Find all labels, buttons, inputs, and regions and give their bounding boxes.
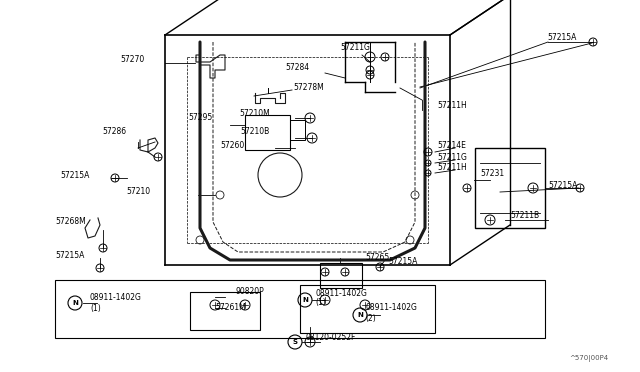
- Text: 57215A: 57215A: [548, 180, 577, 189]
- Text: 57210M: 57210M: [239, 109, 270, 118]
- Text: 57268M: 57268M: [55, 218, 86, 227]
- Text: 57211B: 57211B: [510, 211, 539, 219]
- Text: 57295: 57295: [188, 113, 212, 122]
- Text: 57260: 57260: [221, 141, 245, 150]
- Text: (1): (1): [90, 304, 100, 312]
- Text: 57265: 57265: [365, 253, 389, 262]
- Text: 57210B: 57210B: [241, 128, 270, 137]
- Text: 57214E: 57214E: [437, 141, 466, 150]
- Text: S: S: [292, 339, 298, 345]
- Text: 57215A: 57215A: [388, 257, 417, 266]
- Text: 57211G: 57211G: [340, 44, 370, 52]
- Text: 08911-1402G: 08911-1402G: [315, 289, 367, 298]
- Bar: [55, 280, 545, 338]
- Text: 57210: 57210: [126, 187, 150, 196]
- Text: ^570|00P4: ^570|00P4: [569, 355, 608, 362]
- Text: 57211H: 57211H: [437, 164, 467, 173]
- Bar: [290, 120, 305, 140]
- Text: 57211H: 57211H: [437, 100, 467, 109]
- Text: N: N: [72, 300, 78, 306]
- Text: 57215A: 57215A: [547, 33, 577, 42]
- Bar: [300, 285, 435, 333]
- Text: 08911-1402G: 08911-1402G: [365, 302, 417, 311]
- Text: 08911-1402G: 08911-1402G: [90, 294, 142, 302]
- Text: 57284: 57284: [285, 64, 309, 73]
- Text: 90820P: 90820P: [235, 288, 264, 296]
- Text: 57261M: 57261M: [215, 304, 246, 312]
- Text: 08120-0252F: 08120-0252F: [305, 334, 355, 343]
- Bar: [245, 115, 290, 150]
- Text: 57270: 57270: [120, 55, 144, 64]
- Bar: [320, 263, 362, 288]
- Text: 57211G: 57211G: [437, 154, 467, 163]
- Text: N: N: [302, 297, 308, 303]
- Text: (2): (2): [365, 314, 376, 323]
- Bar: [475, 148, 545, 228]
- Bar: [190, 292, 260, 330]
- Text: 57215A: 57215A: [60, 170, 90, 180]
- Text: N: N: [357, 312, 363, 318]
- Text: 57215A: 57215A: [55, 250, 84, 260]
- Text: 57286: 57286: [102, 128, 126, 137]
- Text: (1): (1): [315, 298, 326, 307]
- Text: 57231: 57231: [480, 169, 504, 177]
- Text: 57278M: 57278M: [293, 83, 324, 93]
